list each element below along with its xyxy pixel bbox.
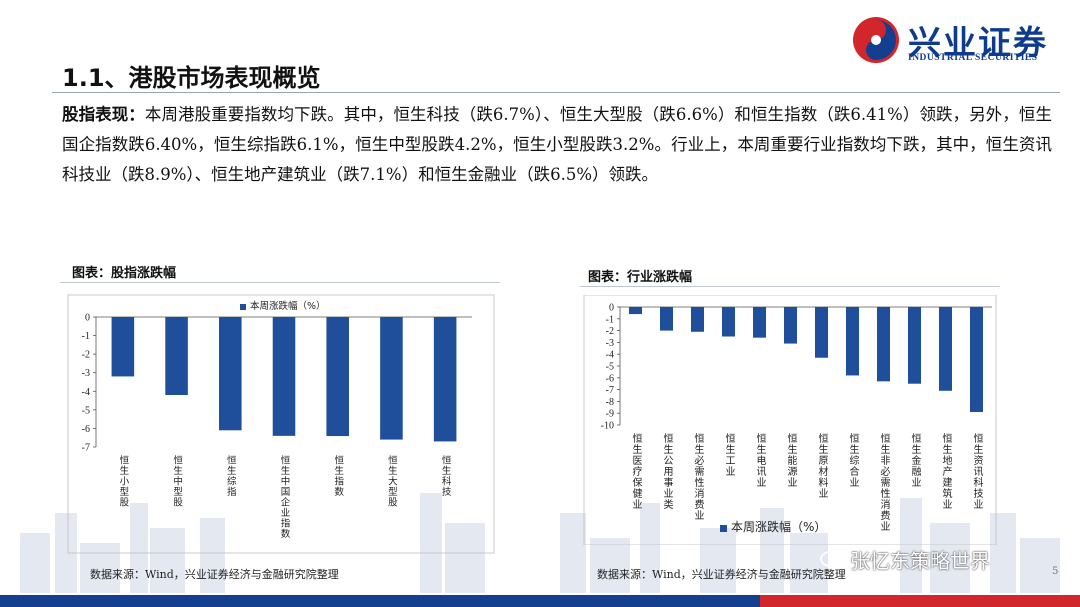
y-tick-label: 0 <box>609 303 614 314</box>
y-tick-label: -2 <box>606 326 614 337</box>
x-category-label: 恒生医疗保健业 <box>630 432 642 510</box>
bar <box>845 307 860 376</box>
y-tick-label: -3 <box>82 368 90 379</box>
logo-mark-icon <box>853 17 899 63</box>
bar <box>380 317 403 440</box>
plot-frame <box>583 295 997 545</box>
y-tick-label: -10 <box>601 421 614 432</box>
industry-change-chart: 0-1-2-3-4-5-6-7-8-9-10 恒生医疗保健业 恒生公用事业类 恒生必需… <box>583 295 997 545</box>
x-category-label: 恒生必需性消费业 <box>692 432 704 521</box>
x-category-label: 恒生原材料业 <box>816 432 828 499</box>
footer-bar-blue <box>0 595 760 607</box>
y-tick-label: -5 <box>606 362 614 373</box>
bar <box>659 307 674 331</box>
legend-swatch <box>720 525 727 532</box>
logo-english-name: INDUSTRIAL SECURITIES <box>908 53 1038 63</box>
title-divider <box>52 92 1060 93</box>
caption-divider <box>60 282 500 283</box>
chart-caption-index: 图表：股指涨跌幅 <box>72 266 177 281</box>
footer-bar-red <box>760 595 1080 607</box>
x-category-label: 恒生科技 <box>440 454 452 497</box>
bar <box>876 307 891 382</box>
x-category-label: 恒生地产建筑业 <box>940 432 952 510</box>
legend-label: 本周涨跌幅（%） <box>250 300 326 312</box>
bar <box>628 307 643 315</box>
x-category-label: 恒生非必需性消费业 <box>878 432 890 532</box>
y-tick-label: -9 <box>606 409 614 420</box>
summary-lead: 股指表现： <box>62 105 145 124</box>
x-category-label: 恒生资讯科技业 <box>971 432 983 510</box>
y-tick-label: -3 <box>606 338 614 349</box>
index-change-chart: 0 -1 -2 -3 -4 -5 -6 -7 恒生小型股 恒生中型股 恒生综指 恒生中国企业指数 恒生指… <box>67 294 495 554</box>
bar <box>690 307 705 332</box>
y-tick-label: 0 <box>85 313 90 324</box>
x-category-label: 恒生小型股 <box>117 454 129 507</box>
bar <box>219 317 242 431</box>
bar <box>165 317 188 395</box>
bar <box>907 307 922 384</box>
logo-chinese-name: 兴业证券 <box>908 23 1048 62</box>
source-note-left: 数据来源：Wind，兴业证券经济与金融研究院整理 <box>90 568 339 581</box>
y-tick-label: -6 <box>606 373 614 384</box>
watermark-text: 张忆东策略世界 <box>850 549 990 573</box>
source-note-right: 数据来源：Wind，兴业证券经济与金融研究院整理 <box>597 568 846 581</box>
x-category-label: 恒生工业 <box>723 432 735 477</box>
x-category-label: 恒生综指 <box>225 454 237 497</box>
bar <box>938 307 953 391</box>
x-category-label: 恒生金融业 <box>909 432 921 488</box>
bar <box>783 307 798 344</box>
skyline-background <box>20 493 1060 593</box>
bar <box>433 317 457 442</box>
plot-frame <box>67 294 495 554</box>
legend-label: 本周涨跌幅（%） <box>731 519 826 534</box>
bar <box>814 307 829 358</box>
chart-caption-industry: 图表：行业涨跌幅 <box>588 270 693 285</box>
y-tick-label: -7 <box>82 443 90 454</box>
page-number: 5 <box>1052 566 1059 577</box>
bar <box>111 317 135 377</box>
summary-text: 本周港股重要指数均下跌。其中，恒生科技（跌6.7%）、恒生大型股（跌6.6%）和… <box>62 105 1052 184</box>
bar <box>752 307 767 338</box>
x-category-label: 恒生大型股 <box>386 454 398 507</box>
wechat-watermark: 张忆东策略世界 <box>820 545 990 574</box>
bar <box>969 307 984 413</box>
legend-swatch <box>240 304 246 310</box>
brand-logo: 兴业证券 INDUSTRIAL SECURITIES <box>852 14 1066 66</box>
y-tick-label: -1 <box>82 331 90 342</box>
x-category-label: 恒生公用事业类 <box>661 432 673 510</box>
summary-paragraph: 股指表现：本周港股重要指数均下跌。其中，恒生科技（跌6.7%）、恒生大型股（跌6… <box>62 100 1052 190</box>
wechat-icon <box>820 550 845 568</box>
y-tick-label: -4 <box>606 350 614 361</box>
y-tick-label: -1 <box>606 314 614 325</box>
bar <box>326 317 349 437</box>
caption-divider <box>580 286 1000 287</box>
x-category-label: 恒生中型股 <box>171 454 183 507</box>
y-tick-label: -6 <box>82 424 90 435</box>
page-title: 1.1、港股市场表现概览 <box>62 64 321 92</box>
y-tick-label: -7 <box>606 385 614 396</box>
x-category-label: 恒生指数 <box>332 454 344 497</box>
x-category-label: 恒生中国企业指数 <box>279 454 291 539</box>
y-tick-label: -5 <box>82 405 90 416</box>
x-category-label: 恒生电讯业 <box>754 432 766 488</box>
bar <box>721 307 736 337</box>
x-category-label: 恒生能源业 <box>785 432 797 488</box>
bar <box>272 317 296 436</box>
y-tick-label: -2 <box>82 350 90 361</box>
y-tick-label: -4 <box>82 387 90 398</box>
y-tick-label: -8 <box>606 397 614 408</box>
x-category-label: 恒生综合业 <box>847 432 859 488</box>
